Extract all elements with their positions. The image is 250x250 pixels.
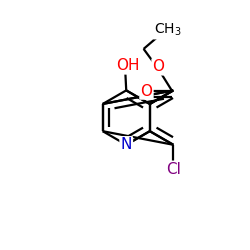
Text: O: O <box>152 59 164 74</box>
Text: OH: OH <box>116 58 139 74</box>
Text: Cl: Cl <box>166 162 181 177</box>
Text: N: N <box>120 137 132 152</box>
Text: O: O <box>140 84 152 98</box>
Text: CH$_3$: CH$_3$ <box>154 22 182 38</box>
